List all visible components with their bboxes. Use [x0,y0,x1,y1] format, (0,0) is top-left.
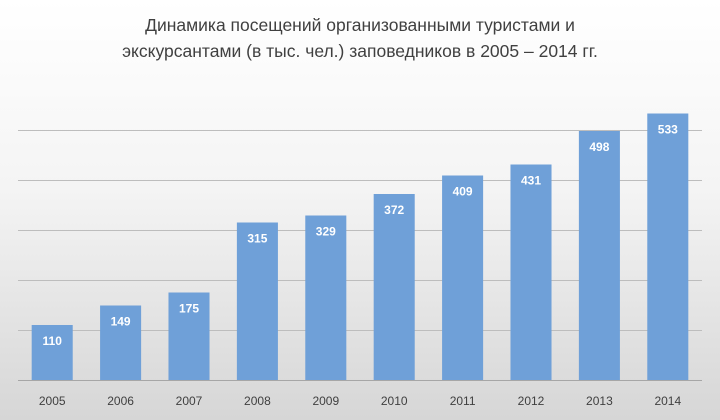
data-label-2012: 431 [521,174,541,188]
bar-2012 [510,164,552,380]
bar-2008 [236,222,278,380]
x-tick-label-2011: 2011 [450,394,476,408]
x-tick-label-2013: 2013 [586,394,613,408]
data-label-2010: 372 [384,203,404,217]
bar-2007 [168,292,210,380]
x-tick-label-2007: 2007 [176,394,203,408]
x-tick-label-2005: 2005 [39,394,66,408]
x-tick-label-2008: 2008 [244,394,271,408]
chart-title-line-1: Динамика посещений организованными турис… [145,15,575,35]
x-tick-label-2010: 2010 [381,394,408,408]
bar-2014 [647,113,689,380]
bar-2010 [373,194,415,380]
data-label-2008: 315 [247,232,267,246]
data-label-2005: 110 [43,334,63,348]
x-tick-label-2006: 2006 [107,394,134,408]
bar-2013 [578,131,620,380]
data-label-2006: 149 [111,315,131,329]
chart-title: Динамика посещений организованными турис… [0,12,720,64]
data-label-2009: 329 [316,225,336,239]
bar-2011 [442,175,484,380]
data-label-2013: 498 [589,140,609,154]
data-label-2007: 175 [179,302,199,316]
bar-2009 [305,215,347,380]
bar-2006 [100,305,142,380]
x-tick-label-2009: 2009 [312,394,339,408]
x-tick-label-2012: 2012 [518,394,545,408]
chart-title-line-2: экскурсантами (в тыс. чел.) заповедников… [122,41,598,61]
data-label-2011: 409 [453,185,473,199]
bar-2005 [31,325,73,380]
data-label-2014: 533 [658,123,678,137]
x-tick-label-2014: 2014 [654,394,681,408]
